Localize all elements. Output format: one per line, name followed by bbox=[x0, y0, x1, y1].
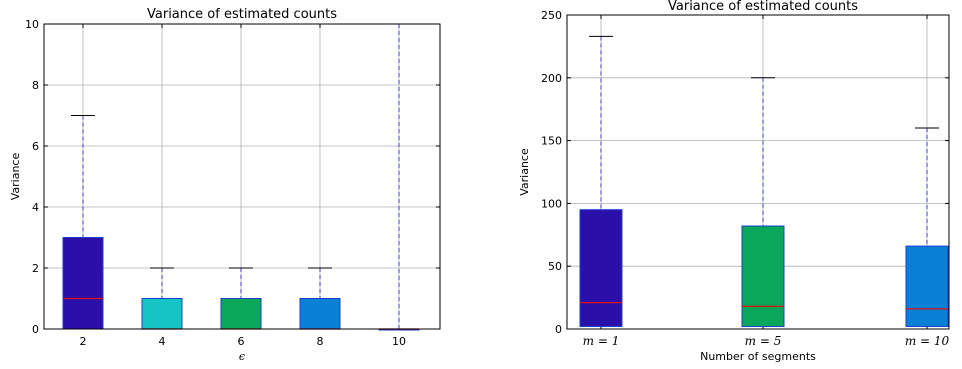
box-iqr bbox=[299, 298, 341, 330]
x-tick-label: 2 bbox=[80, 335, 87, 348]
chart-title: Variance of estimated counts bbox=[147, 7, 337, 22]
box-iqr bbox=[220, 298, 262, 330]
box-iqr bbox=[579, 209, 623, 327]
y-tick-label: 8 bbox=[32, 79, 39, 92]
box-iqr bbox=[905, 245, 949, 327]
x-tick-label: m = 5 bbox=[745, 334, 782, 348]
plot-frame bbox=[43, 23, 441, 330]
box-6 bbox=[220, 267, 262, 330]
y-tick-label: 150 bbox=[541, 135, 562, 148]
x-tick-label: 4 bbox=[159, 335, 166, 348]
y-tick-label: 100 bbox=[541, 197, 562, 210]
box-8 bbox=[299, 267, 341, 330]
box-m=1 bbox=[579, 35, 623, 327]
x-tick-label: 10 bbox=[392, 335, 406, 348]
y-tick-label: 10 bbox=[25, 18, 39, 31]
box-iqr bbox=[141, 298, 183, 330]
y-tick-label: 200 bbox=[541, 72, 562, 85]
x-axis-label: Number of segments bbox=[700, 350, 816, 363]
y-tick-label: 50 bbox=[548, 260, 562, 273]
y-tick-label: 0 bbox=[555, 323, 562, 336]
box-iqr bbox=[62, 237, 104, 330]
box-2 bbox=[62, 115, 104, 330]
y-tick-label: 0 bbox=[32, 323, 39, 336]
chart-title: Variance of estimated counts bbox=[668, 0, 858, 14]
box-m=10 bbox=[905, 127, 949, 327]
chart-2: 0 50 100 150 200 250 m = 1 m = 5 m = 10 Variance … bbox=[518, 0, 950, 363]
x-tick-label: m = 10 bbox=[905, 334, 950, 348]
x-tick-label: m = 1 bbox=[583, 334, 620, 348]
box-m=5 bbox=[741, 77, 785, 327]
box-4 bbox=[141, 267, 183, 330]
x-tick-label: 8 bbox=[317, 335, 324, 348]
y-axis-label: Variance bbox=[518, 148, 531, 196]
x-tick-label: 6 bbox=[238, 335, 245, 348]
y-tick-label: 6 bbox=[32, 140, 39, 153]
chart-1: 0 2 4 6 8 10 2 4 6 8 10 Variance of estimated count… bbox=[9, 7, 441, 363]
y-tick-label: 4 bbox=[32, 201, 39, 214]
y-tick-label: 2 bbox=[32, 262, 39, 275]
box-iqr bbox=[741, 225, 785, 327]
y-axis-label: Variance bbox=[9, 153, 22, 201]
x-axis-label: ϵ bbox=[239, 350, 245, 363]
y-tick-label: 250 bbox=[541, 9, 562, 22]
plot-frame bbox=[566, 14, 950, 330]
